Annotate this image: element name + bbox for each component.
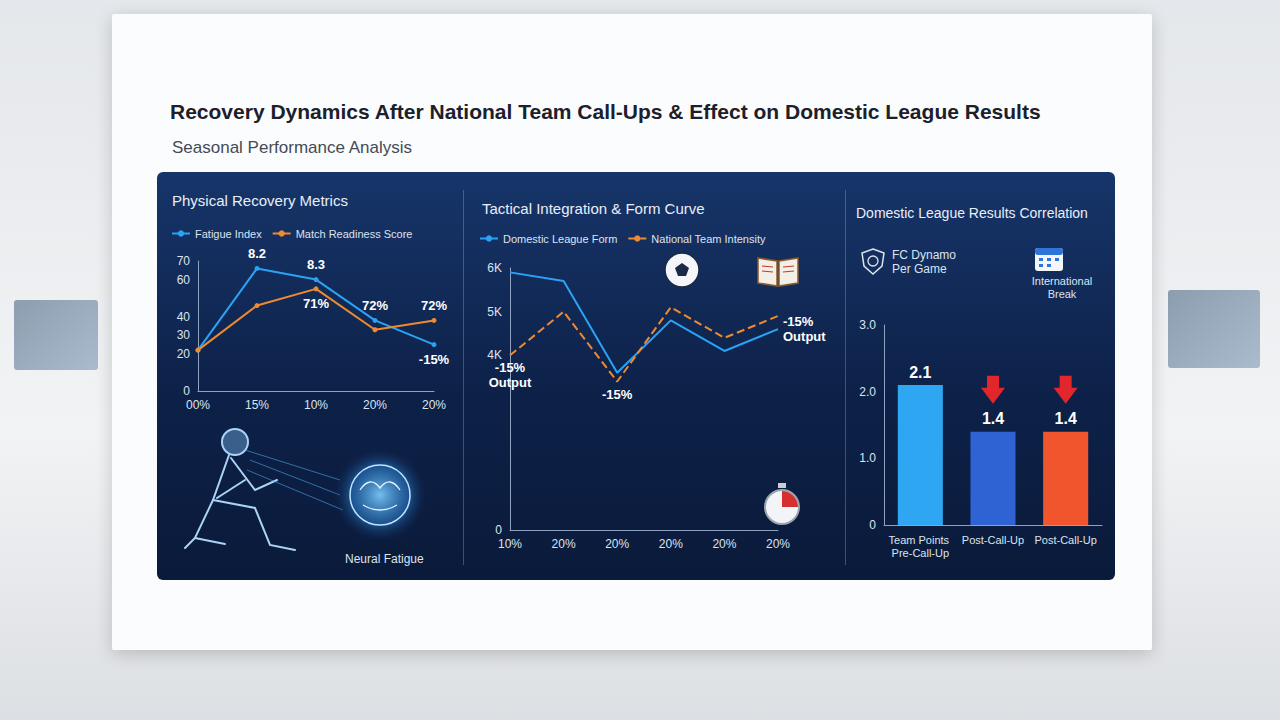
svg-text:Post-Call-Up: Post-Call-Up	[962, 534, 1024, 546]
svg-text:2.1: 2.1	[909, 364, 931, 381]
svg-text:-15%: -15%	[783, 314, 814, 329]
html-text:Neural Fatigue: Neural Fatigue	[345, 552, 424, 566]
html-text:International Break: International Break	[1031, 275, 1093, 300]
svg-text:Output: Output	[489, 375, 532, 390]
svg-text:10%: 10%	[498, 537, 522, 551]
svg-text:1.0: 1.0	[859, 451, 876, 465]
svg-text:20%: 20%	[712, 537, 736, 551]
svg-text:8.3: 8.3	[307, 257, 325, 272]
svg-text:20%: 20%	[766, 537, 790, 551]
svg-text:30: 30	[177, 328, 191, 342]
html-text:Domestic League Results Correl: Domestic League Results Correlation	[856, 205, 1088, 221]
svg-text:20%: 20%	[659, 537, 683, 551]
svg-text:60: 60	[177, 273, 191, 287]
svg-text:5K: 5K	[487, 305, 502, 319]
svg-text:00%: 00%	[186, 398, 210, 412]
svg-text:70: 70	[177, 254, 191, 268]
svg-text:Match Readiness Score: Match Readiness Score	[296, 228, 413, 240]
svg-text:-15%: -15%	[495, 360, 526, 375]
svg-text:72%: 72%	[362, 298, 388, 313]
svg-text:-15%: -15%	[419, 352, 450, 367]
html-text:FC Dynamo Per Game: FC Dynamo Per Game	[892, 248, 956, 276]
svg-text:National Team Intensity: National Team Intensity	[651, 233, 766, 245]
svg-text:1.4: 1.4	[982, 410, 1004, 427]
svg-text:0: 0	[183, 384, 190, 398]
svg-text:10%: 10%	[304, 398, 328, 412]
html-text:Recovery Dynamics After Nation: Recovery Dynamics After National Team Ca…	[170, 100, 1041, 123]
svg-text:20%: 20%	[552, 537, 576, 551]
svg-text:20%: 20%	[363, 398, 387, 412]
svg-text:6K: 6K	[487, 261, 502, 275]
svg-text:3.0: 3.0	[859, 318, 876, 332]
svg-text:4K: 4K	[487, 348, 502, 363]
svg-text:8.2: 8.2	[248, 246, 266, 261]
svg-text:40: 40	[177, 310, 191, 324]
svg-text:20%: 20%	[422, 398, 446, 412]
svg-text:Pre-Call-Up: Pre-Call-Up	[892, 547, 949, 559]
svg-text:1.4: 1.4	[1055, 410, 1077, 427]
svg-text:Post-Call-Up: Post-Call-Up	[1034, 534, 1096, 546]
svg-text:Domestic League Form: Domestic League Form	[503, 233, 617, 245]
svg-text:0: 0	[495, 523, 502, 537]
svg-text:71%: 71%	[303, 296, 329, 311]
svg-text:0: 0	[869, 518, 876, 532]
html-text:Physical Recovery Metrics: Physical Recovery Metrics	[172, 192, 348, 209]
html-text:Seasonal Performance Analysis: Seasonal Performance Analysis	[172, 138, 412, 157]
svg-text:Fatigue Index: Fatigue Index	[195, 228, 262, 240]
svg-text:72%: 72%	[421, 298, 447, 313]
svg-text:20: 20	[177, 347, 191, 361]
svg-text:-15%: -15%	[602, 387, 633, 402]
svg-text:20%: 20%	[605, 537, 629, 551]
svg-text:2.0: 2.0	[859, 385, 876, 399]
html-text:Tactical Integration & Form Cu: Tactical Integration & Form Curve	[482, 200, 705, 217]
svg-text:Output: Output	[783, 329, 826, 344]
svg-text:Team Points: Team Points	[889, 534, 953, 546]
svg-text:15%: 15%	[245, 398, 269, 412]
